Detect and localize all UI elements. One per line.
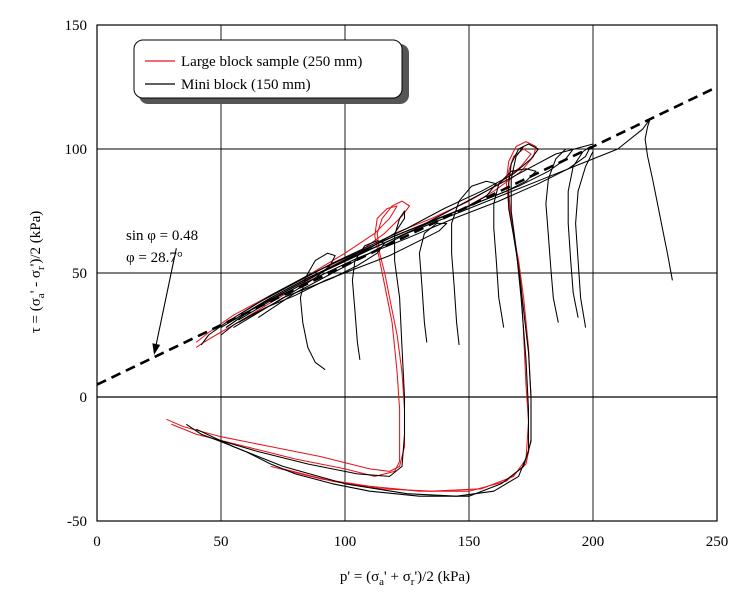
x-tick-label: 250 [706,534,729,550]
x-tick-label: 150 [458,534,481,550]
plot-area-frame [96,24,718,522]
annotation-sin-phi: sin φ = 0.48 [126,228,198,244]
failure-envelope-line [96,85,718,386]
x-axis-title: p' = (σa' + σr')/2 (kPa) [340,569,470,588]
x-axis-ticks: 0 50 100 150 200 250 [93,534,728,550]
annotation-arrowhead [152,343,161,355]
mini-block-stress-path-0 [186,143,539,497]
mini-block-stress-path-9 [238,145,592,321]
legend-label-mini-block: Mini block (150 mm) [181,77,311,93]
y-tick-label: 0 [80,390,88,406]
large-block-stress-path-3 [282,148,532,492]
legend: Large block sample (250 mm) Mini block (… [133,39,409,104]
mini-block-stress-path-12 [257,143,594,319]
x-tick-label: 50 [214,534,229,550]
y-tick-label: 50 [72,266,87,282]
y-tick-label: -50 [67,514,87,530]
failure-line-layer [96,85,718,386]
mini-block-stress-path-11 [225,118,673,329]
y-axis-ticks: -50 0 50 100 150 [65,18,88,530]
legend-label-large-block: Large block sample (250 mm) [181,54,362,70]
y-axis-title: τ = (σa' - σr')/2 (kPa) [28,211,47,334]
annotation-arrow [155,248,177,345]
annotation-phi: φ = 28.7° [126,250,183,266]
y-tick-label: 100 [65,142,88,158]
x-tick-label: 100 [334,534,357,550]
x-tick-label: 200 [582,534,605,550]
y-tick-label: 150 [65,18,88,34]
mini-block-stress-path-1 [195,146,530,497]
mini-block-stress-path-5 [238,222,448,343]
x-tick-label: 0 [93,534,101,550]
friction-angle-annotation: sin φ = 0.48 φ = 28.7° [122,222,214,355]
series-layer [166,118,673,497]
large-block-stress-path-0 [166,200,411,472]
mini-block-stress-path-10 [575,151,594,328]
